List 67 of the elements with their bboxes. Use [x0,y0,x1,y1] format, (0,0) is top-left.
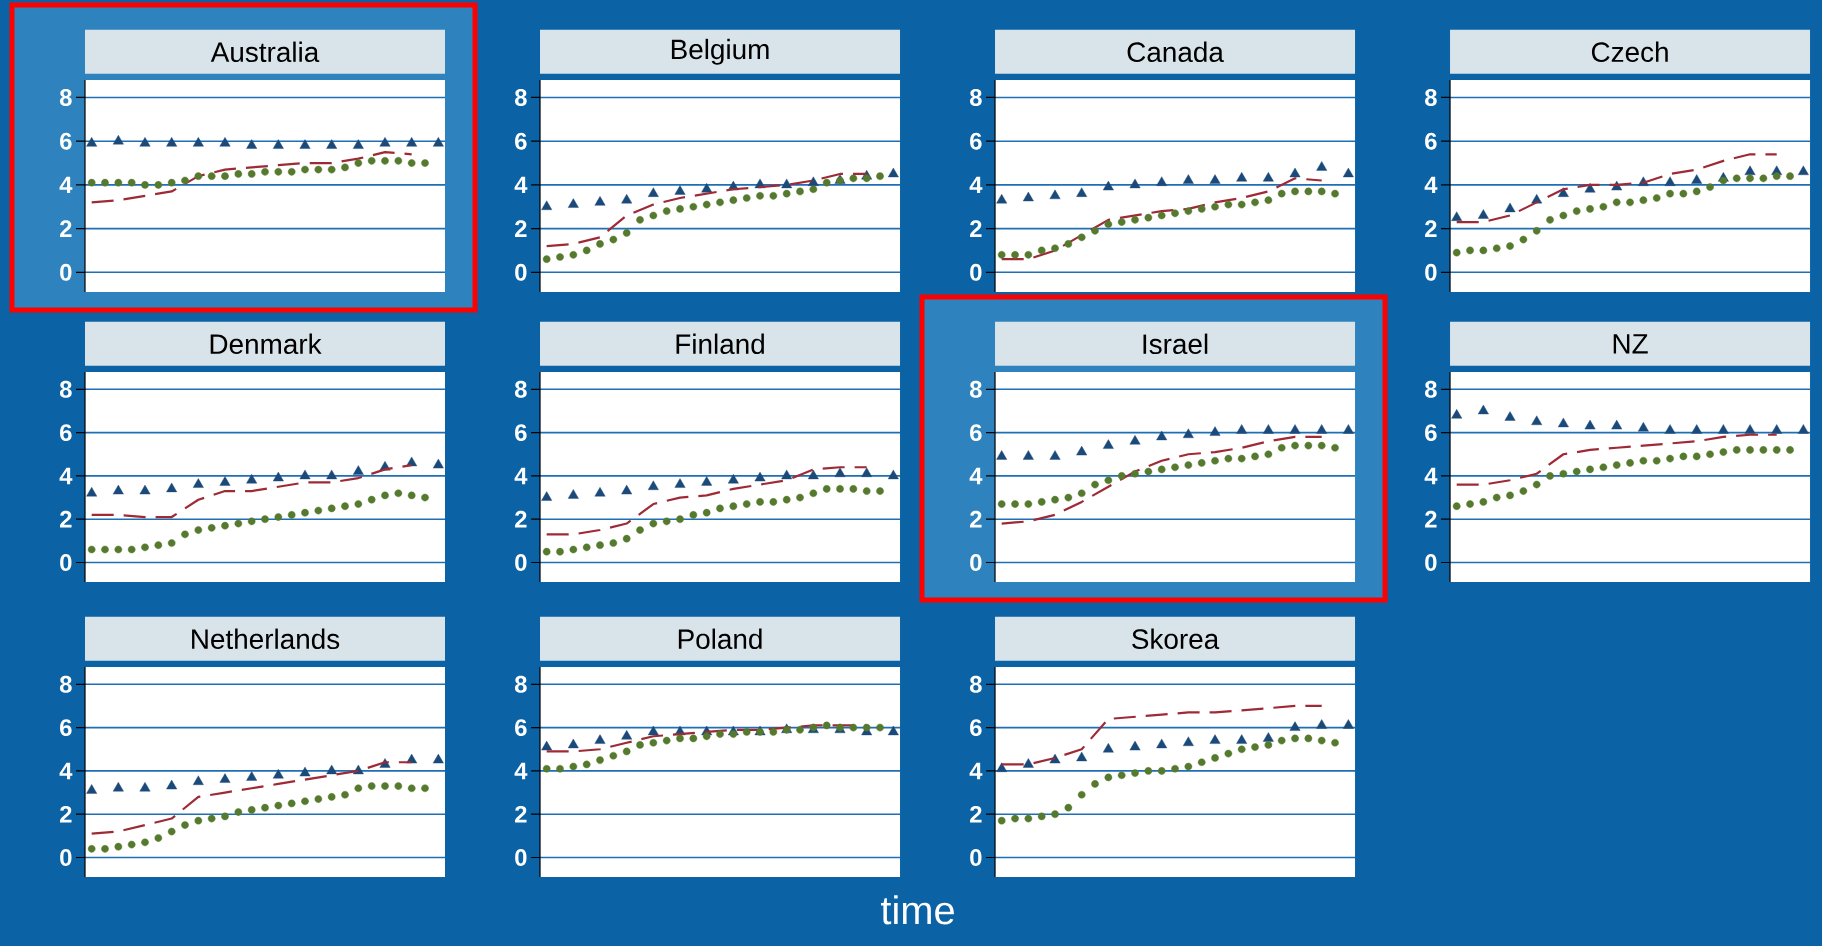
y-tick-label: 4 [59,762,73,780]
y-tick-label: 8 [59,380,72,398]
y-tick-label: 6 [515,132,527,150]
y-tick-label: 0 [1425,554,1437,571]
y-tick-label: 0 [970,554,982,571]
y-tick-label: 6 [1425,132,1437,150]
y-tick-label: 0 [515,554,527,571]
y-tick-label: 4 [969,176,983,194]
y-tick-label: 0 [60,263,72,281]
y-tick-label: 8 [969,380,982,398]
y-tick-label: 6 [60,132,72,150]
y-tick-label: 8 [59,675,72,693]
y-tick-label: 2 [1425,510,1437,528]
chart-title: Australia [210,41,320,63]
chart-title: Canada [1127,41,1224,63]
chart-title: Belgium [671,38,769,65]
y-tick-label: 0 [515,263,527,281]
chart-title: Netherlands [192,628,340,650]
y-tick-label: 6 [515,719,527,737]
y-tick-label: 0 [970,263,982,281]
y-tick-label: 4 [514,762,528,780]
y-tick-label: 2 [970,220,982,237]
chart-title: Czech [1591,41,1668,63]
y-tick-label: 2 [970,805,982,823]
y-tick-label: 2 [1425,220,1437,237]
chart-title: Poland [678,628,762,650]
y-tick-label: 4 [59,176,73,194]
y-tick-label: 8 [1424,89,1437,106]
y-tick-label: 6 [60,424,72,442]
y-tick-label: 2 [515,510,527,528]
y-tick-label: 4 [969,762,983,780]
y-tick-label: 8 [59,89,72,106]
y-tick-label: 6 [970,132,982,150]
y-tick-label: 2 [60,510,72,528]
chart-title: Israel [1143,333,1208,355]
chart-title: Denmark [210,333,322,355]
chart-title: Finland [676,333,764,355]
y-tick-label: 8 [969,675,982,693]
y-tick-label: 8 [969,89,982,106]
y-tick-label: 0 [60,554,72,571]
y-tick-label: 2 [515,805,527,823]
x-axis-title: time [880,895,954,925]
y-tick-label: 2 [515,220,527,237]
y-tick-label: 0 [515,849,527,866]
y-tick-label: 4 [1424,467,1438,485]
y-tick-label: 4 [1424,176,1438,194]
chart-title: NZ [1613,334,1648,354]
y-tick-label: 2 [60,805,72,823]
y-tick-label: 4 [59,467,73,485]
y-tick-label: 8 [514,675,527,693]
y-tick-label: 8 [514,380,527,398]
y-tick-label: 6 [1425,424,1437,442]
y-tick-label: 4 [514,176,528,194]
y-tick-label: 0 [60,849,72,866]
y-tick-label: 2 [60,220,72,237]
y-tick-label: 6 [970,719,982,737]
y-tick-label: 4 [514,467,528,485]
y-tick-label: 8 [514,89,527,106]
y-tick-label: 8 [1424,380,1437,398]
y-tick-label: 4 [969,467,983,485]
y-tick-label: 2 [970,510,982,528]
y-tick-label: 6 [60,719,72,737]
y-tick-label: 0 [970,849,982,866]
y-tick-label: 0 [1425,263,1437,281]
y-tick-label: 6 [970,424,982,442]
y-tick-label: 6 [515,424,527,442]
chart-title: Skorea [1132,628,1220,650]
